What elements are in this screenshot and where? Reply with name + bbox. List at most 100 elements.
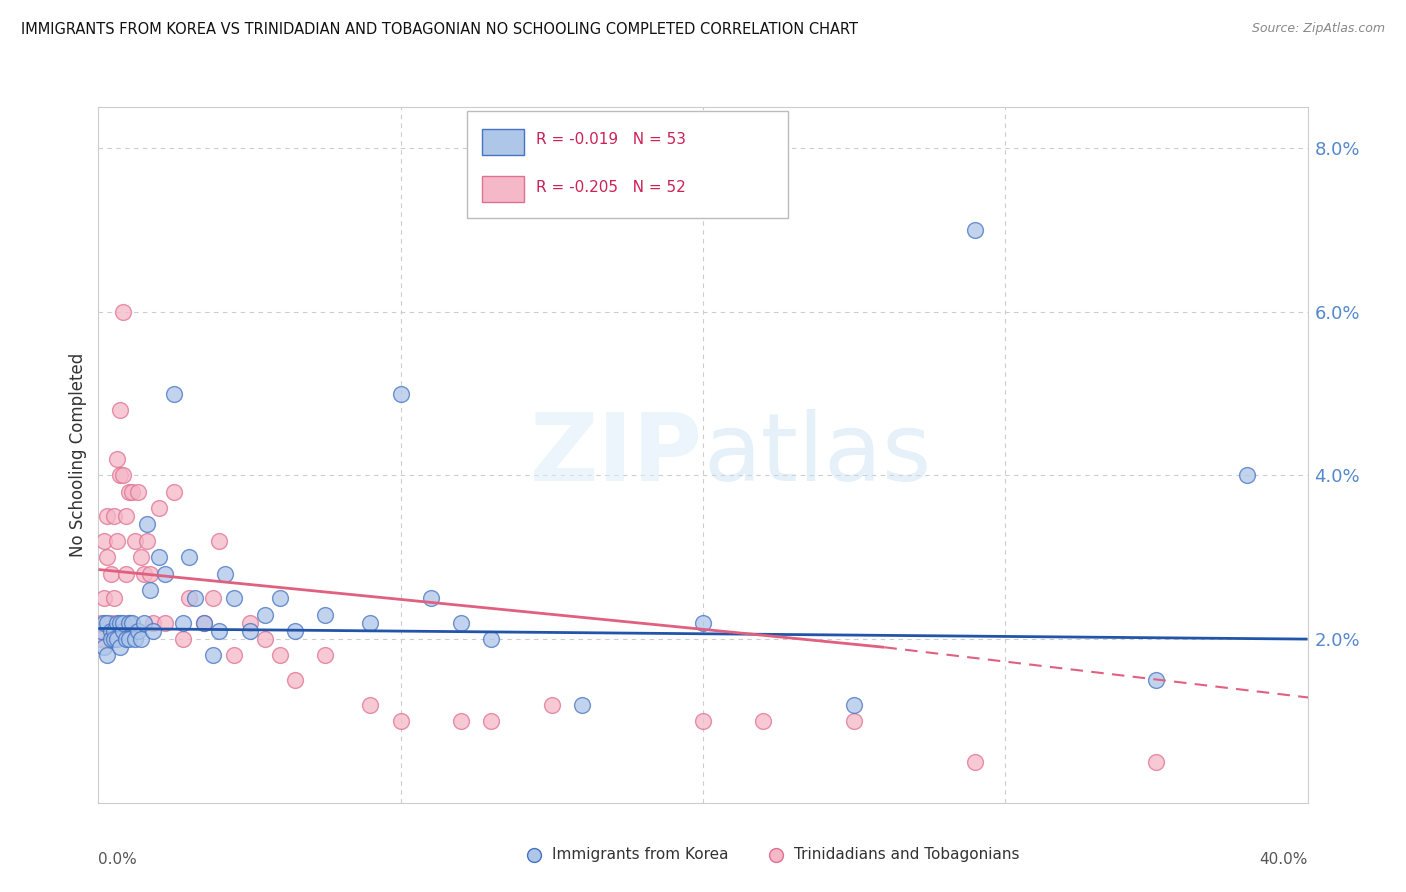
Point [103,624,125,638]
Point [450,714,472,728]
Point [202,591,225,606]
Point [118,632,141,646]
Point [253,632,276,646]
Point [127,624,149,638]
Point [118,484,141,499]
Point [96,615,118,630]
FancyBboxPatch shape [467,111,787,219]
Point [111,615,134,630]
Point [184,591,207,606]
Point [118,615,141,630]
Point [571,698,593,712]
Point [202,648,225,663]
Point [172,632,194,646]
Point [314,607,336,622]
Point [844,698,866,712]
Text: R = -0.019   N = 53: R = -0.019 N = 53 [536,132,686,147]
Point [360,698,382,712]
Point [111,304,134,318]
Point [965,223,987,237]
Point [100,624,122,638]
Text: IMMIGRANTS FROM KOREA VS TRINIDADIAN AND TOBAGONIAN NO SCHOOLING COMPLETED CORRE: IMMIGRANTS FROM KOREA VS TRINIDADIAN AND… [21,22,858,37]
Point [1144,755,1167,769]
Point [124,533,146,548]
Point [90,615,112,630]
Point [90,624,112,638]
Y-axis label: No Schooling Completed: No Schooling Completed [69,353,87,557]
Point [389,714,412,728]
Point [105,533,128,548]
Point [284,673,307,687]
Point [420,591,443,606]
Text: 40.0%: 40.0% [1260,852,1308,867]
Point [121,484,143,499]
Point [142,624,165,638]
Point [965,755,987,769]
Point [129,632,152,646]
Point [103,632,125,646]
FancyBboxPatch shape [482,176,524,202]
Point [96,550,118,565]
Text: Trinidadians and Tobagonians: Trinidadians and Tobagonians [793,847,1019,863]
Point [389,386,412,401]
Point [692,615,714,630]
Point [121,615,143,630]
Point [224,648,246,663]
Point [135,533,157,548]
Point [108,615,131,630]
Point [193,615,215,630]
Point [692,714,714,728]
Point [179,591,201,606]
Point [105,452,128,467]
Text: Source: ZipAtlas.com: Source: ZipAtlas.com [1251,22,1385,36]
Point [108,403,131,417]
Point [172,615,194,630]
Point [481,632,503,646]
Point [108,468,131,483]
Text: 0.0%: 0.0% [98,852,138,867]
Point [284,624,307,638]
Point [127,484,149,499]
Point [269,648,291,663]
Point [114,566,136,581]
Point [139,582,162,597]
Point [148,550,170,565]
FancyBboxPatch shape [482,128,524,155]
Point [239,615,262,630]
Point [360,615,382,630]
Point [179,550,201,565]
Point [214,566,236,581]
Point [1236,468,1258,483]
Point [540,698,562,712]
Point [142,615,165,630]
Text: ZIP: ZIP [530,409,703,501]
Point [111,624,134,638]
Point [153,566,176,581]
Point [1144,673,1167,687]
Point [450,615,472,630]
Text: atlas: atlas [703,409,931,501]
Point [93,640,115,655]
Text: Immigrants from Korea: Immigrants from Korea [553,847,728,863]
Point [239,624,262,638]
Point [481,714,503,728]
Point [208,533,231,548]
Point [752,714,775,728]
Point [153,615,176,630]
Point [139,566,162,581]
Point [118,615,141,630]
Point [224,591,246,606]
Point [269,591,291,606]
Point [124,632,146,646]
Point [163,484,186,499]
Point [93,615,115,630]
Point [253,607,276,622]
Point [96,648,118,663]
Point [103,591,125,606]
Point [111,468,134,483]
Point [93,591,115,606]
Point [103,509,125,524]
Point [100,615,122,630]
Point [100,566,122,581]
Point [105,615,128,630]
